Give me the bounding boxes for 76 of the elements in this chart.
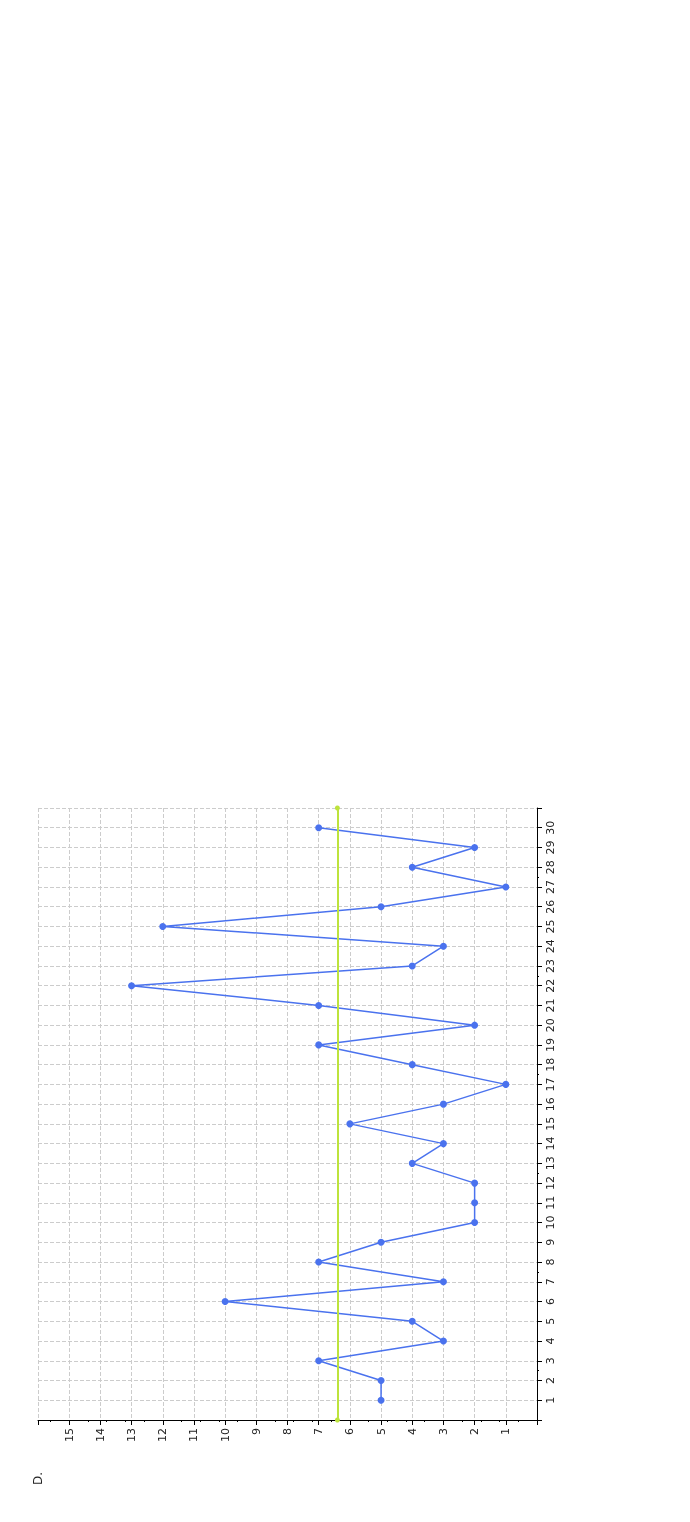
- y-tick-label: 23: [544, 958, 557, 973]
- point: [221, 1298, 229, 1306]
- y-tick-label: 21: [544, 998, 557, 1013]
- point: [439, 1140, 447, 1148]
- y-tick-label: 20: [544, 1018, 557, 1033]
- point: [315, 1258, 323, 1266]
- point: [502, 1080, 510, 1088]
- y-tick-label: 12: [544, 1176, 557, 1191]
- point: [471, 1179, 479, 1187]
- point: [439, 1278, 447, 1286]
- x-tick-label: 5: [374, 1428, 388, 1435]
- x-tick-label: 12: [156, 1428, 170, 1442]
- point: [315, 1357, 323, 1365]
- y-tick-label: 26: [544, 899, 557, 914]
- point: [471, 1021, 479, 1029]
- point: [471, 1219, 479, 1227]
- point: [408, 863, 416, 871]
- x-tick-label: 11: [187, 1428, 201, 1442]
- y-tick-label: 4: [544, 1337, 557, 1345]
- y-tick-label: 1: [544, 1396, 557, 1404]
- y-tick-label: 29: [544, 840, 557, 855]
- y-tick-label: 9: [544, 1238, 557, 1246]
- y-tick-label: 22: [544, 978, 557, 993]
- x-tick-label: 7: [312, 1428, 326, 1435]
- y-tick-label: 3: [544, 1357, 557, 1365]
- point: [377, 1238, 385, 1246]
- y-tick-label: 11: [544, 1195, 557, 1210]
- x-tick-label: 4: [405, 1428, 419, 1435]
- x-tick-label: 9: [249, 1428, 263, 1435]
- x-tick-label: 13: [125, 1428, 139, 1442]
- x-tick-label: 1: [499, 1428, 513, 1435]
- point: [315, 824, 323, 832]
- point: [377, 903, 385, 911]
- text: D.: [31, 1471, 45, 1486]
- y-tick-label: 28: [544, 860, 557, 875]
- point: [346, 1120, 354, 1128]
- y-tick-label: 15: [544, 1116, 557, 1131]
- point: [408, 1061, 416, 1069]
- point: [315, 1001, 323, 1009]
- point: [128, 982, 136, 990]
- x-tick-label: 15: [62, 1428, 76, 1442]
- point: [377, 1396, 385, 1404]
- y-tick-label: 16: [544, 1097, 557, 1112]
- x-tick-label: 2: [468, 1428, 482, 1435]
- y-tick-label: 5: [544, 1317, 557, 1325]
- point: [408, 1317, 416, 1325]
- point: [439, 1100, 447, 1108]
- x-tick-label: 6: [343, 1428, 357, 1435]
- y-tick-label: 13: [544, 1156, 557, 1171]
- y-tick-label: 17: [544, 1077, 557, 1092]
- x-tick-label: 8: [281, 1428, 294, 1435]
- point: [408, 962, 416, 970]
- y-tick-label: 7: [544, 1278, 557, 1286]
- y-tick-label: 2: [544, 1377, 557, 1385]
- point: [471, 1199, 479, 1207]
- point: [439, 1337, 447, 1345]
- y-tick-label: 24: [544, 939, 557, 954]
- y-tick-label: 30: [544, 820, 557, 835]
- y-tick-label: 8: [544, 1258, 557, 1266]
- point: [315, 1041, 323, 1049]
- point: [377, 1377, 385, 1385]
- x-tick-label: 14: [93, 1428, 107, 1442]
- y-tick-label: 14: [544, 1136, 557, 1151]
- point: [502, 883, 510, 891]
- point: [471, 843, 479, 851]
- y-tick-label: 25: [544, 919, 557, 934]
- x-tick-label: 3: [436, 1428, 450, 1435]
- x-tick-label: 10: [218, 1428, 232, 1442]
- y-tick-label: 27: [544, 879, 557, 894]
- point: [159, 922, 167, 930]
- point: [439, 942, 447, 950]
- y-tick-label: 10: [544, 1215, 557, 1230]
- point: [408, 1159, 416, 1167]
- y-tick-label: 6: [544, 1298, 557, 1306]
- y-tick-label: 19: [544, 1037, 557, 1052]
- y-tick-label: 18: [544, 1057, 557, 1072]
